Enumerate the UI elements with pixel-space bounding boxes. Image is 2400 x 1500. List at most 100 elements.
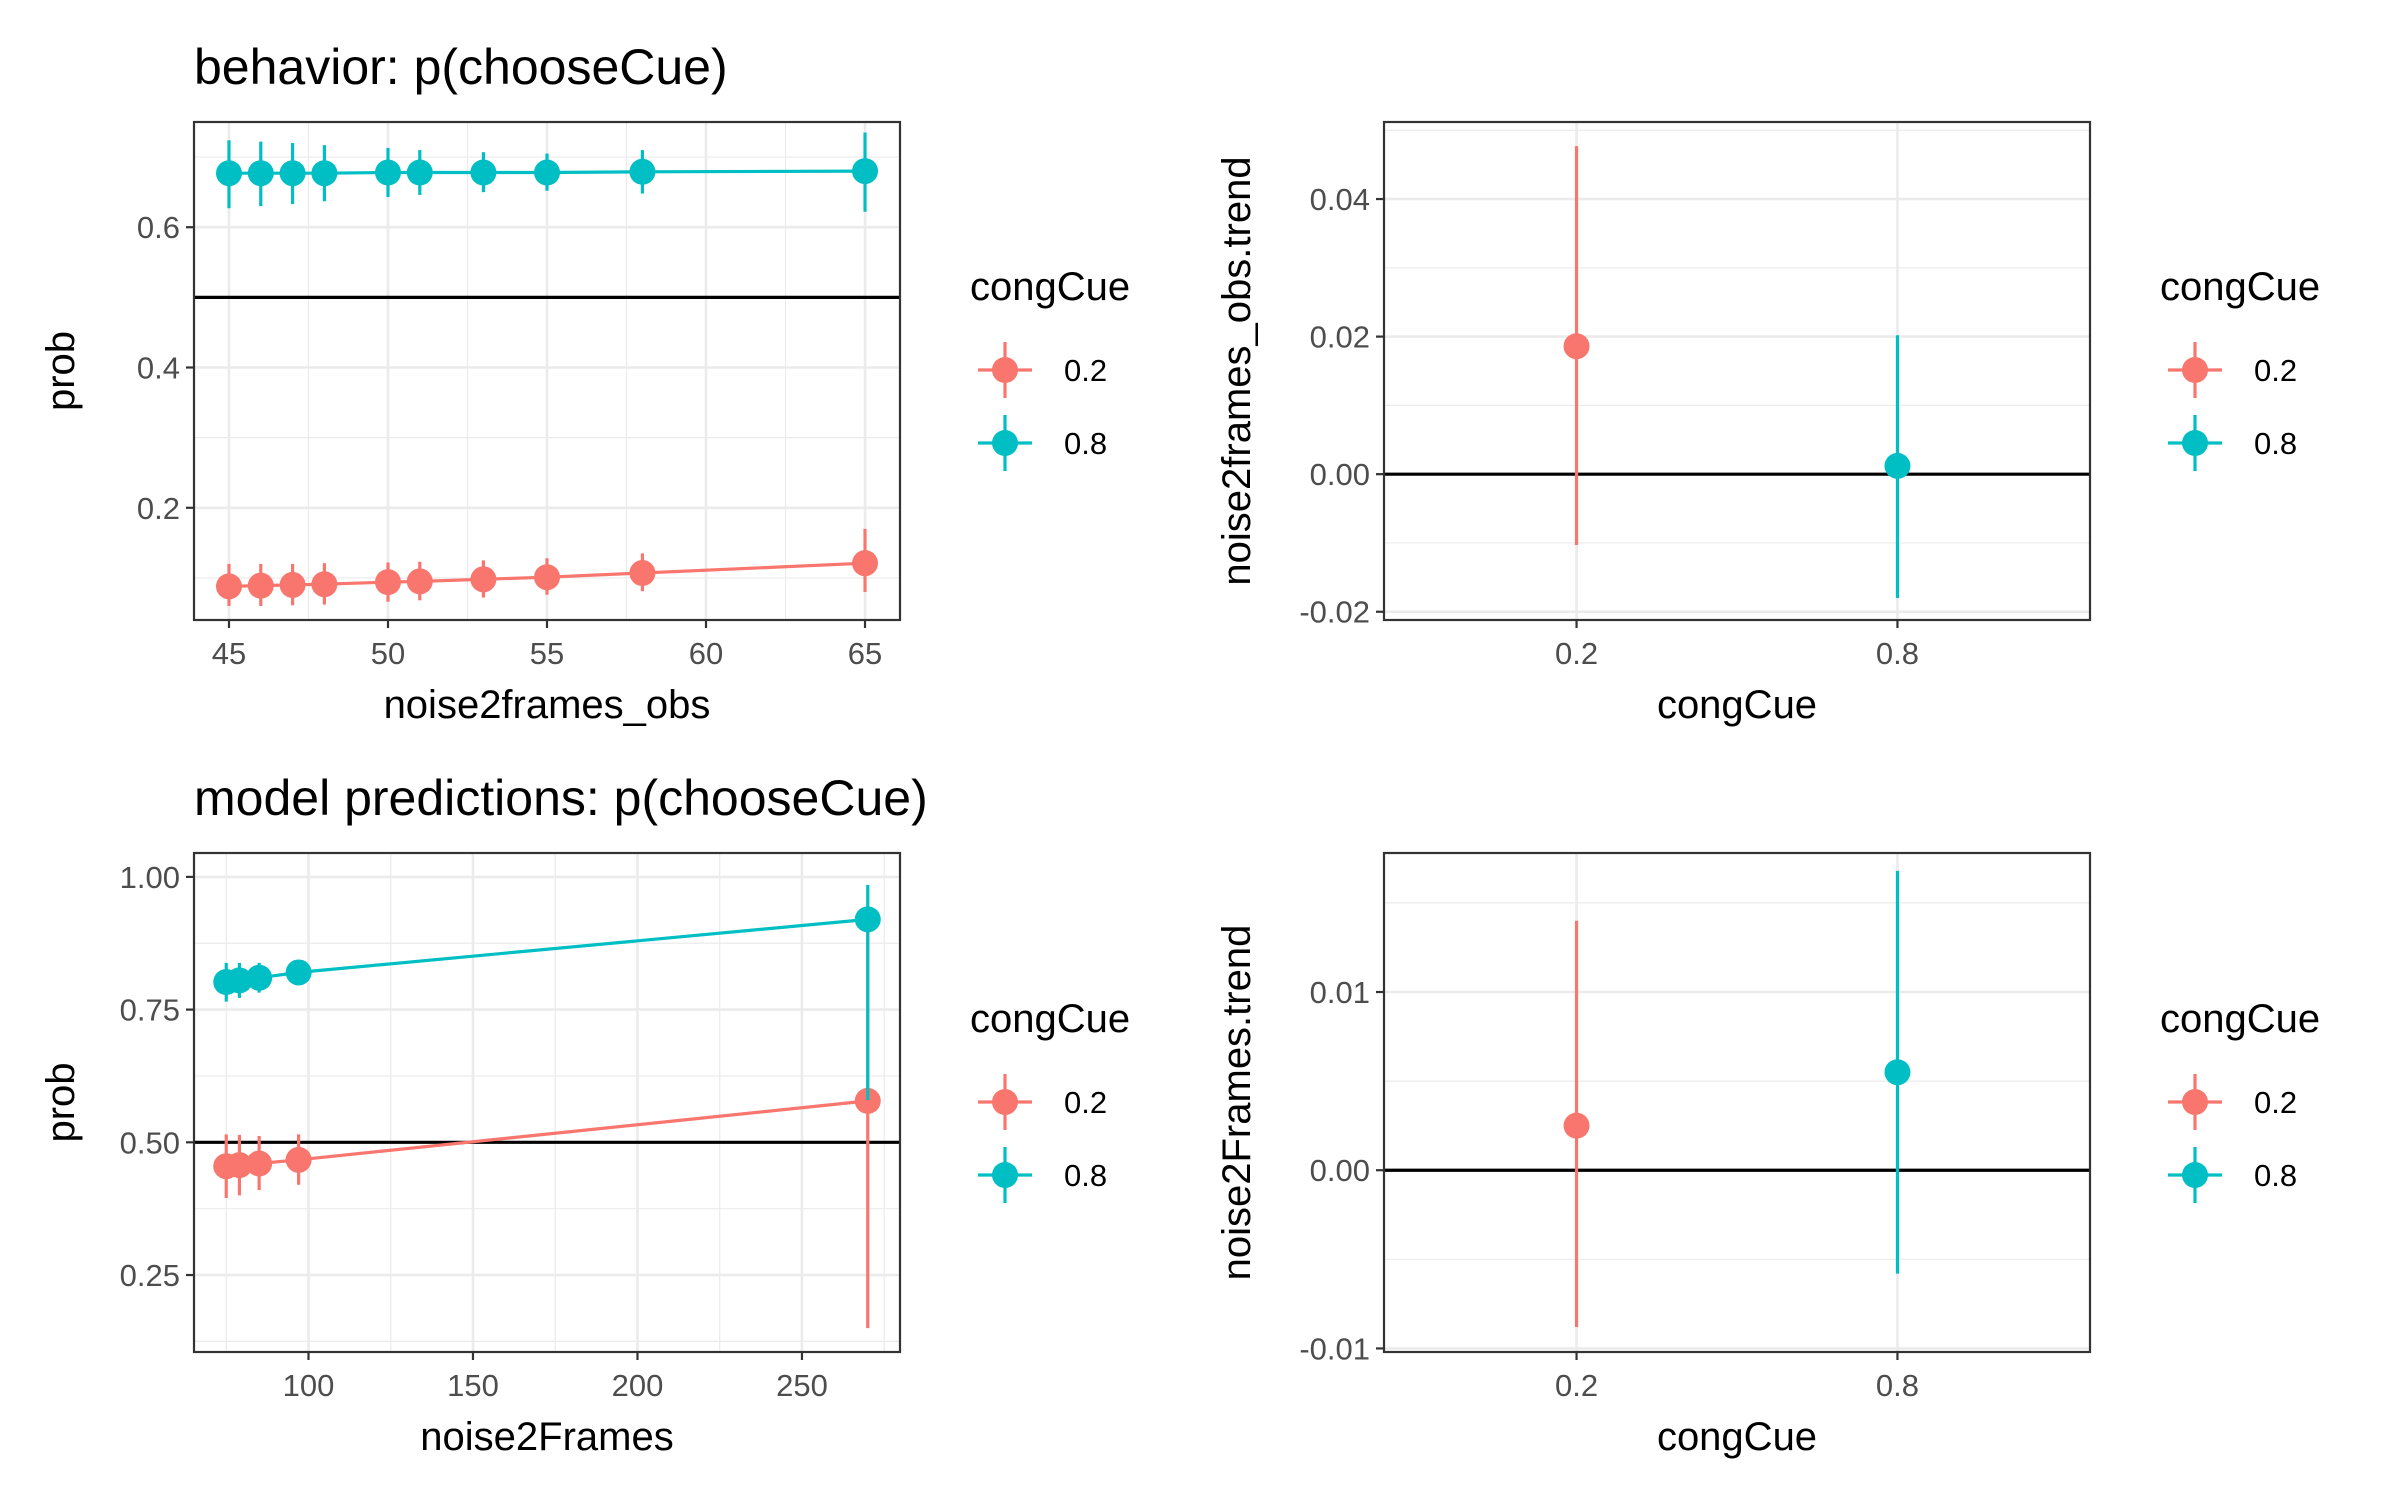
legend-title: congCue: [2160, 997, 2320, 1041]
data-point: [406, 159, 433, 186]
x-tick-label: 100: [283, 1368, 335, 1403]
y-tick-label: -0.02: [1299, 595, 1370, 630]
legend-label: 0.2: [1064, 353, 1107, 388]
data-point: [1563, 333, 1590, 360]
legend-label: 0.8: [2254, 1158, 2297, 1193]
chart-title: behavior: p(chooseCue): [194, 39, 728, 95]
legend-key-point: [992, 1089, 1018, 1115]
x-axis-title: noise2frames_obs: [384, 683, 711, 727]
data-point: [1884, 452, 1911, 479]
panel-2: -0.02 0.00 0.02 0.04 0.2 0.8 congCue noise2fram…: [1215, 120, 2320, 727]
panel-1: 0.2 0.4 0.6 45 50 55 60 65 behavior: p(chooseCue…: [39, 39, 1130, 727]
y-tick-label: 0.6: [137, 210, 180, 245]
x-axis-title: congCue: [1657, 683, 1817, 727]
data-point: [247, 160, 274, 187]
y-tick-label: 0.25: [120, 1258, 180, 1293]
panel-border: [1382, 120, 2092, 622]
data-point: [470, 159, 497, 186]
legend-key-point: [992, 430, 1018, 456]
y-axis-title: noise2frames_obs.trend: [1215, 156, 1259, 585]
data-point: [279, 160, 306, 187]
plot-background: [1384, 122, 2090, 620]
panel-border: [1382, 851, 2092, 1354]
chart-title: model predictions: p(chooseCue): [194, 770, 928, 826]
data-point: [285, 959, 312, 986]
legend-title: congCue: [2160, 265, 2320, 309]
data-point: [374, 159, 401, 186]
data-point: [629, 158, 656, 185]
data-point: [470, 566, 497, 593]
legend-label: 0.2: [2254, 353, 2297, 388]
series-0.2: [1563, 920, 1590, 1328]
data-point: [852, 550, 879, 577]
series-line: [228, 561, 866, 588]
legend: congCue 0.2 0.8: [970, 997, 1130, 1203]
data-point: [854, 1087, 881, 1114]
y-axis-title: prob: [39, 331, 83, 411]
y-tick-label: 0.2: [137, 491, 180, 526]
x-tick-label: 60: [689, 636, 723, 671]
data-point: [285, 1146, 312, 1173]
data-point: [406, 568, 433, 595]
x-tick-label: 200: [612, 1368, 664, 1403]
y-axis-title: prob: [39, 1062, 83, 1142]
data-point: [311, 571, 338, 598]
legend-key-point: [2182, 357, 2208, 383]
y-tick-label: 0.01: [1310, 975, 1370, 1010]
x-tick-label: 45: [212, 636, 246, 671]
data-point: [852, 158, 879, 185]
x-axis-title: noise2Frames: [420, 1415, 673, 1459]
x-tick-label: 250: [776, 1368, 828, 1403]
series-0.2: [1563, 146, 1590, 546]
legend-label: 0.8: [1064, 426, 1107, 461]
legend-title: congCue: [970, 265, 1130, 309]
panel-border: [192, 851, 902, 1354]
legend-label: 0.2: [2254, 1085, 2297, 1120]
y-tick-label: 0.75: [120, 993, 180, 1028]
legend: congCue 0.2 0.8: [2160, 265, 2320, 471]
data-point: [226, 967, 253, 994]
data-point: [226, 1152, 253, 1179]
series-0.2: [215, 528, 879, 606]
legend: congCue 0.2 0.8: [970, 265, 1130, 471]
y-tick-label: 0.50: [120, 1125, 180, 1160]
data-point: [534, 564, 560, 591]
data-point: [854, 906, 881, 933]
panel-4: -0.01 0.00 0.01 0.2 0.8 congCue noise2Frames.t…: [1215, 851, 2320, 1459]
y-tick-label: 0.00: [1310, 457, 1370, 492]
series-line: [229, 169, 866, 175]
x-tick-label: 150: [447, 1368, 499, 1403]
x-tick-label: 65: [848, 636, 882, 671]
legend-key-point: [992, 1162, 1018, 1188]
x-tick-label: 50: [371, 636, 405, 671]
series-0.8: [1884, 335, 1911, 598]
data-point: [374, 569, 401, 596]
data-point: [311, 160, 338, 187]
y-tick-label: 0.04: [1310, 182, 1370, 217]
legend-label: 0.8: [2254, 426, 2297, 461]
data-point: [629, 560, 656, 587]
y-tick-label: -0.01: [1299, 1331, 1370, 1366]
x-tick-label: 0.2: [1555, 1368, 1598, 1403]
legend-key-point: [2182, 1089, 2208, 1115]
legend-key-point: [2182, 430, 2208, 456]
data-point: [246, 1150, 273, 1177]
x-tick-label: 55: [530, 636, 564, 671]
legend-label: 0.2: [1064, 1085, 1107, 1120]
x-tick-label: 0.2: [1555, 636, 1598, 671]
data-point: [1563, 1112, 1590, 1139]
data-point: [215, 160, 242, 187]
series-0.8: [213, 884, 881, 1100]
data-point: [215, 573, 242, 600]
data-point: [534, 159, 560, 186]
y-tick-label: 0.00: [1310, 1153, 1370, 1188]
y-tick-label: 0.4: [137, 350, 180, 385]
legend-key-point: [2182, 1162, 2208, 1188]
y-tick-label: 1.00: [120, 860, 180, 895]
legend-key-point: [992, 357, 1018, 383]
y-tick-label: 0.02: [1310, 320, 1370, 355]
x-tick-label: 0.8: [1876, 1368, 1919, 1403]
series-0.8: [1884, 870, 1911, 1274]
data-point: [247, 572, 274, 599]
